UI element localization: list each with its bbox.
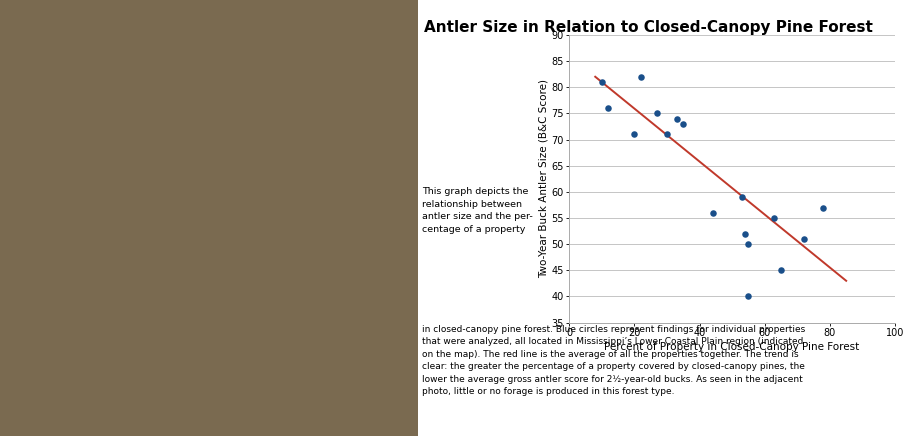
Point bbox=[601, 105, 616, 112]
Point bbox=[734, 194, 749, 201]
Point bbox=[774, 267, 789, 274]
Point bbox=[650, 110, 665, 117]
Point bbox=[738, 230, 753, 237]
Point bbox=[633, 73, 648, 80]
Point bbox=[676, 120, 690, 127]
Point bbox=[705, 209, 720, 216]
Point bbox=[595, 78, 610, 85]
Point bbox=[816, 204, 831, 211]
X-axis label: Percent of Property in Closed-Canopy Pine Forest: Percent of Property in Closed-Canopy Pin… bbox=[604, 342, 860, 352]
Y-axis label: Two-Year Buck Antler Size (B&C Score): Two-Year Buck Antler Size (B&C Score) bbox=[538, 79, 548, 278]
Point bbox=[669, 115, 684, 122]
Point bbox=[741, 241, 756, 248]
Text: Antler Size in Relation to Closed-Canopy Pine Forest: Antler Size in Relation to Closed-Canopy… bbox=[424, 20, 873, 34]
Point bbox=[741, 293, 756, 300]
Point bbox=[660, 131, 675, 138]
Point bbox=[767, 215, 782, 221]
Point bbox=[627, 131, 642, 138]
Text: in closed-canopy pine forest. Blue circles represent findings for individual pro: in closed-canopy pine forest. Blue circl… bbox=[422, 325, 805, 396]
Text: This graph depicts the
relationship between
antler size and the per-
centage of : This graph depicts the relationship betw… bbox=[422, 187, 533, 246]
Point bbox=[797, 235, 812, 242]
